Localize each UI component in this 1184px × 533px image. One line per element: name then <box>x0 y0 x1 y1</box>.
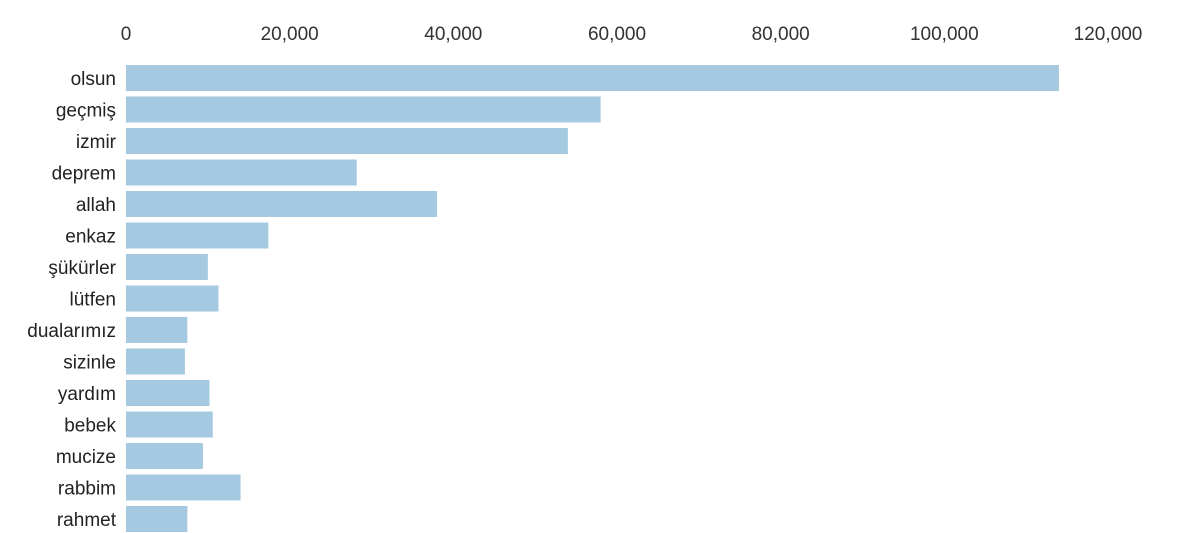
category-label: geçmiş <box>56 101 116 122</box>
bar-2 <box>126 128 568 154</box>
category-label: bebek <box>64 416 116 437</box>
category-label: şükürler <box>48 258 116 279</box>
category-label: izmir <box>76 132 117 153</box>
category-label: sizinle <box>63 353 116 374</box>
category-label: lütfen <box>70 290 116 311</box>
bar-6 <box>126 254 208 280</box>
x-tick-label: 20,000 <box>261 24 319 45</box>
category-label: dualarımız <box>27 321 116 342</box>
x-tick-label: 120,000 <box>1074 24 1143 45</box>
bar-0 <box>126 65 1059 91</box>
bar-9 <box>126 348 185 375</box>
x-tick-label: 60,000 <box>588 24 646 45</box>
bar-5 <box>126 222 269 249</box>
bar-12 <box>126 443 203 469</box>
category-label: enkaz <box>65 227 116 248</box>
bar-7 <box>126 285 219 312</box>
category-label: olsun <box>71 69 116 90</box>
x-tick-label: 0 <box>121 24 132 45</box>
bar-11 <box>126 411 213 438</box>
bar-1 <box>126 96 601 123</box>
category-label: deprem <box>52 164 116 185</box>
category-label: allah <box>76 195 116 216</box>
y-axis: olsun geçmiş izmir deprem allah enkaz şükürler… <box>27 69 116 531</box>
bar-14 <box>126 506 188 532</box>
bar-4 <box>126 191 437 217</box>
x-tick-label: 80,000 <box>752 24 810 45</box>
x-tick-label: 100,000 <box>910 24 979 45</box>
bar-3 <box>126 159 357 186</box>
bar-8 <box>126 317 188 343</box>
x-axis: 0 20,000 40,000 60,000 80,000 100,000 120,000 <box>121 24 1143 45</box>
bars <box>126 65 1059 532</box>
category-label: mucize <box>56 447 116 468</box>
bar-13 <box>126 474 241 501</box>
category-label: rahmet <box>57 510 117 531</box>
category-label: rabbim <box>58 479 116 500</box>
bar-10 <box>126 380 210 406</box>
x-tick-label: 40,000 <box>424 24 482 45</box>
category-label: yardım <box>58 384 116 405</box>
